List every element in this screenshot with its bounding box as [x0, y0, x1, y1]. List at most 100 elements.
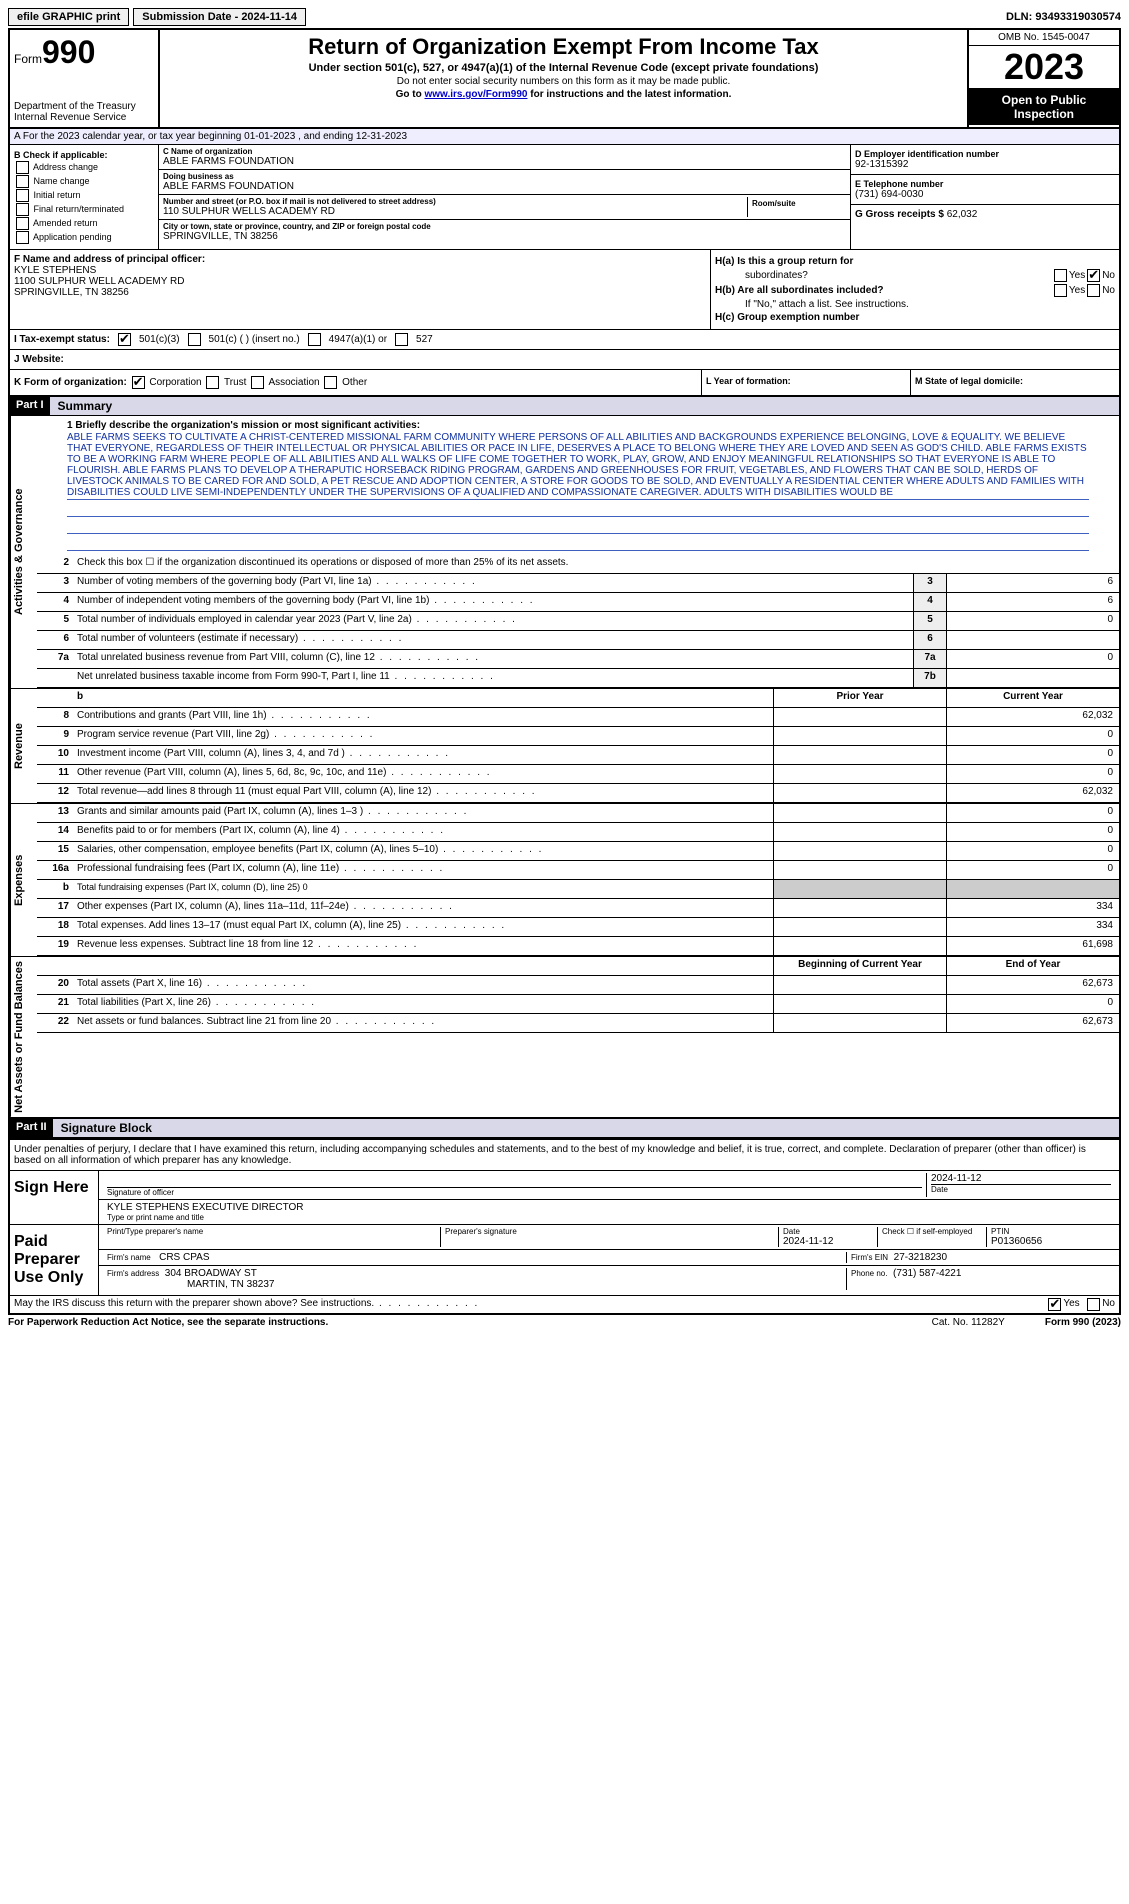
prep-header-row: Print/Type preparer's name Preparer's si… [99, 1225, 1119, 1250]
header-mid: Return of Organization Exempt From Incom… [160, 30, 967, 127]
hc-label: H(c) Group exemption number [715, 312, 859, 323]
page-footer: For Paperwork Reduction Act Notice, see … [8, 1315, 1121, 1330]
cb-initial-return[interactable]: Initial return [14, 189, 154, 202]
mission-blank [67, 534, 1089, 551]
room-label: Room/suite [752, 199, 842, 208]
paid-prep-content: Print/Type preparer's name Preparer's si… [99, 1225, 1119, 1295]
footer-right: Form 990 (2023) [1045, 1317, 1121, 1328]
line-prior [773, 804, 946, 822]
form-word: Form [14, 52, 42, 66]
ein-label: D Employer identification number [855, 149, 1115, 159]
line-num: 15 [37, 842, 73, 860]
end-year-hdr: End of Year [946, 957, 1119, 975]
cb-label: Name change [34, 176, 90, 186]
line-prior [773, 976, 946, 994]
ha-yes-checkbox[interactable] [1054, 269, 1067, 282]
line-row: 13 Grants and similar amounts paid (Part… [37, 804, 1119, 823]
sign-here-label: Sign Here [10, 1171, 99, 1224]
cb-other[interactable] [324, 376, 337, 389]
blank-txt [73, 957, 773, 975]
discuss-yes-checkbox[interactable] [1048, 1298, 1061, 1311]
line-row: 2 Check this box ☐ if the organization d… [37, 555, 1119, 574]
cb-501c[interactable] [188, 333, 201, 346]
line-text: Total expenses. Add lines 13–17 (must eq… [73, 918, 773, 936]
discuss-no-checkbox[interactable] [1087, 1298, 1100, 1311]
opt-trust: Trust [224, 377, 246, 388]
firm-addr-row: Firm's address 304 BROADWAY ST MARTIN, T… [99, 1266, 1119, 1292]
line-num: 18 [37, 918, 73, 936]
current-year-hdr: Current Year [946, 689, 1119, 707]
cb-name-change[interactable]: Name change [14, 175, 154, 188]
line-num: 14 [37, 823, 73, 841]
firm-addr-label: Firm's address [107, 1269, 159, 1278]
hb-note-row: If "No," attach a list. See instructions… [715, 299, 1115, 310]
officer-name: KYLE STEPHENS [14, 265, 706, 276]
cb-address-change[interactable]: Address change [14, 161, 154, 174]
ptin-hdr: PTIN [991, 1227, 1111, 1236]
cb-527[interactable] [395, 333, 408, 346]
submission-date-button[interactable]: Submission Date - 2024-11-14 [133, 8, 306, 26]
cb-501c3[interactable] [118, 333, 131, 346]
cb-trust[interactable] [206, 376, 219, 389]
line-text: Total number of individuals employed in … [73, 612, 913, 630]
section-fh: F Name and address of principal officer:… [10, 250, 1119, 330]
line-box: 6 [913, 631, 946, 649]
hb-label: H(b) Are all subordinates included? [715, 285, 884, 296]
gross-label: G Gross receipts $ [855, 209, 944, 220]
col-b-checkboxes: B Check if applicable: Address change Na… [10, 145, 159, 249]
col-h-group: H(a) Is this a group return for subordin… [711, 250, 1119, 329]
efile-button[interactable]: efile GRAPHIC print [8, 8, 129, 26]
prep-date-hdr: Date [783, 1227, 873, 1236]
gross-receipts: G Gross receipts $ 62,032 [855, 209, 1115, 220]
cb-corporation[interactable] [132, 376, 145, 389]
ha-label: H(a) Is this a group return for [715, 256, 853, 267]
hb-no-checkbox[interactable] [1087, 284, 1100, 297]
side-label-net: Net Assets or Fund Balances [10, 957, 37, 1117]
no-label: No [1102, 285, 1115, 296]
sig-name: KYLE STEPHENS EXECUTIVE DIRECTOR [107, 1202, 1111, 1213]
line-row: 12 Total revenue—add lines 8 through 11 … [37, 784, 1119, 803]
irs-link[interactable]: www.irs.gov/Form990 [424, 89, 527, 100]
side-label-exp: Expenses [10, 804, 37, 956]
inspection-badge: Open to Public Inspection [969, 89, 1119, 125]
prep-self-emp: Check ☐ if self-employed [878, 1227, 987, 1247]
dln-label: DLN: 93493319030574 [1006, 11, 1121, 23]
dba-label: Doing business as [163, 172, 846, 181]
gross-value: 62,032 [947, 209, 978, 220]
form-title: Return of Organization Exempt From Incom… [164, 34, 963, 60]
line-row: b Total fundraising expenses (Part IX, c… [37, 880, 1119, 899]
line-prior [773, 727, 946, 745]
cb-4947[interactable] [308, 333, 321, 346]
net-assets-section: Net Assets or Fund Balances Beginning of… [10, 956, 1119, 1117]
hb-yes-checkbox[interactable] [1054, 284, 1067, 297]
cb-amended[interactable]: Amended return [14, 217, 154, 230]
paid-prep-label: Paid Preparer Use Only [10, 1225, 99, 1295]
side-label-ag: Activities & Governance [10, 416, 37, 688]
line-current: 0 [946, 995, 1119, 1013]
ha2-row: subordinates? Yes No [715, 269, 1115, 282]
officer-label: F Name and address of principal officer: [14, 254, 706, 265]
tax-year: 2023 [969, 46, 1119, 89]
form-subtitle-1: Under section 501(c), 527, or 4947(a)(1)… [164, 62, 963, 74]
mission-blank [67, 500, 1089, 517]
goto-post: for instructions and the latest informat… [527, 89, 731, 100]
ag-lines: 2 Check this box ☐ if the organization d… [37, 555, 1119, 688]
mission-blank [67, 517, 1089, 534]
line-row: 8 Contributions and grants (Part VIII, l… [37, 708, 1119, 727]
ha-no-checkbox[interactable] [1087, 269, 1100, 282]
line-text: Other expenses (Part IX, column (A), lin… [73, 899, 773, 917]
org-name-cell: C Name of organization ABLE FARMS FOUNDA… [159, 145, 850, 170]
line-num: 11 [37, 765, 73, 783]
firm-ein-cell: Firm's EIN 27-3218230 [847, 1252, 1115, 1263]
form-subtitle-3: Go to www.irs.gov/Form990 for instructio… [164, 89, 963, 100]
part2-header: Part II Signature Block [10, 1117, 1119, 1138]
footer-left: For Paperwork Reduction Act Notice, see … [8, 1317, 932, 1328]
cb-final-return[interactable]: Final return/terminated [14, 203, 154, 216]
dba-name: ABLE FARMS FOUNDATION [163, 181, 846, 192]
cb-app-pending[interactable]: Application pending [14, 231, 154, 244]
cb-association[interactable] [251, 376, 264, 389]
line-num: b [37, 880, 73, 898]
website-label: J Website: [10, 350, 1119, 369]
line-row: 18 Total expenses. Add lines 13–17 (must… [37, 918, 1119, 937]
header-right: OMB No. 1545-0047 2023 Open to Public In… [967, 30, 1119, 127]
